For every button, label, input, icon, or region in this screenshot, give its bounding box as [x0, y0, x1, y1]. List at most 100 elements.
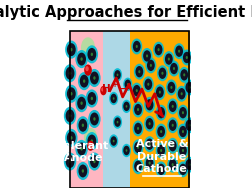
Circle shape — [145, 99, 153, 111]
Circle shape — [181, 168, 183, 171]
Circle shape — [88, 142, 91, 147]
Circle shape — [154, 84, 165, 100]
Circle shape — [75, 94, 87, 112]
Circle shape — [93, 117, 95, 121]
Circle shape — [168, 60, 179, 77]
Circle shape — [182, 52, 190, 63]
Circle shape — [145, 57, 156, 73]
Circle shape — [134, 123, 141, 134]
Circle shape — [67, 43, 75, 56]
Circle shape — [87, 48, 96, 61]
Circle shape — [125, 105, 127, 108]
Circle shape — [112, 115, 122, 129]
Circle shape — [67, 131, 75, 144]
Circle shape — [171, 105, 173, 108]
Circle shape — [131, 39, 142, 54]
Circle shape — [175, 46, 182, 57]
Circle shape — [90, 97, 93, 100]
Circle shape — [78, 72, 90, 90]
Circle shape — [84, 64, 91, 76]
Circle shape — [155, 124, 166, 139]
Circle shape — [65, 67, 74, 80]
Circle shape — [124, 80, 131, 89]
Circle shape — [109, 92, 118, 105]
Circle shape — [76, 116, 89, 134]
Circle shape — [69, 160, 71, 163]
Circle shape — [69, 71, 71, 75]
Circle shape — [158, 91, 160, 94]
Circle shape — [78, 164, 87, 177]
Text: Active &
Durable
Cathode: Active & Durable Cathode — [135, 139, 187, 174]
Circle shape — [81, 124, 84, 127]
Text: Catalytic Approaches for Efficient MEA: Catalytic Approaches for Efficient MEA — [0, 5, 252, 20]
Circle shape — [67, 87, 75, 100]
Circle shape — [148, 143, 150, 146]
Circle shape — [109, 134, 118, 148]
Bar — [70, 31, 102, 188]
Circle shape — [158, 68, 166, 79]
Circle shape — [171, 163, 173, 166]
Circle shape — [183, 117, 194, 133]
Circle shape — [135, 45, 137, 48]
Circle shape — [170, 86, 172, 89]
Circle shape — [167, 157, 177, 173]
Circle shape — [154, 44, 162, 55]
Circle shape — [131, 83, 142, 99]
Circle shape — [137, 108, 139, 111]
Circle shape — [132, 101, 143, 118]
Circle shape — [64, 107, 76, 125]
Circle shape — [161, 72, 163, 75]
Circle shape — [132, 85, 140, 96]
Circle shape — [145, 118, 153, 129]
Bar — [130, 31, 189, 188]
Bar — [102, 31, 130, 188]
Circle shape — [76, 162, 89, 180]
Circle shape — [144, 79, 152, 90]
Circle shape — [78, 119, 87, 132]
Circle shape — [180, 92, 182, 95]
Circle shape — [137, 127, 139, 130]
Text: $\bf{H^+}$→: $\bf{H^+}$→ — [101, 82, 129, 95]
Circle shape — [112, 140, 114, 142]
Circle shape — [134, 160, 141, 172]
Circle shape — [90, 53, 93, 56]
Circle shape — [145, 157, 153, 169]
Circle shape — [187, 124, 190, 127]
Circle shape — [167, 82, 175, 93]
Circle shape — [177, 105, 188, 121]
Circle shape — [155, 87, 163, 98]
Circle shape — [144, 155, 154, 171]
Circle shape — [157, 145, 164, 156]
Circle shape — [157, 164, 164, 175]
Text: Tolerant
Anode: Tolerant Anode — [58, 141, 109, 163]
Circle shape — [100, 86, 106, 95]
Circle shape — [167, 117, 177, 133]
Circle shape — [85, 132, 98, 150]
Circle shape — [90, 71, 99, 84]
Circle shape — [87, 141, 94, 151]
Circle shape — [77, 143, 86, 155]
Circle shape — [70, 92, 72, 95]
Circle shape — [177, 88, 185, 99]
Circle shape — [79, 75, 88, 88]
Circle shape — [85, 89, 98, 108]
Circle shape — [178, 164, 186, 175]
Circle shape — [101, 87, 104, 91]
Circle shape — [114, 70, 120, 80]
Circle shape — [165, 79, 176, 95]
Circle shape — [134, 142, 141, 153]
Circle shape — [143, 50, 150, 62]
Circle shape — [84, 128, 97, 147]
Circle shape — [178, 145, 186, 156]
Circle shape — [177, 143, 188, 158]
Circle shape — [185, 82, 193, 93]
Circle shape — [163, 51, 174, 67]
Circle shape — [65, 155, 74, 168]
Circle shape — [127, 83, 128, 86]
Circle shape — [181, 50, 192, 65]
Circle shape — [90, 139, 93, 143]
Circle shape — [87, 135, 96, 147]
Circle shape — [142, 76, 153, 92]
Circle shape — [135, 89, 137, 92]
Circle shape — [178, 107, 186, 118]
